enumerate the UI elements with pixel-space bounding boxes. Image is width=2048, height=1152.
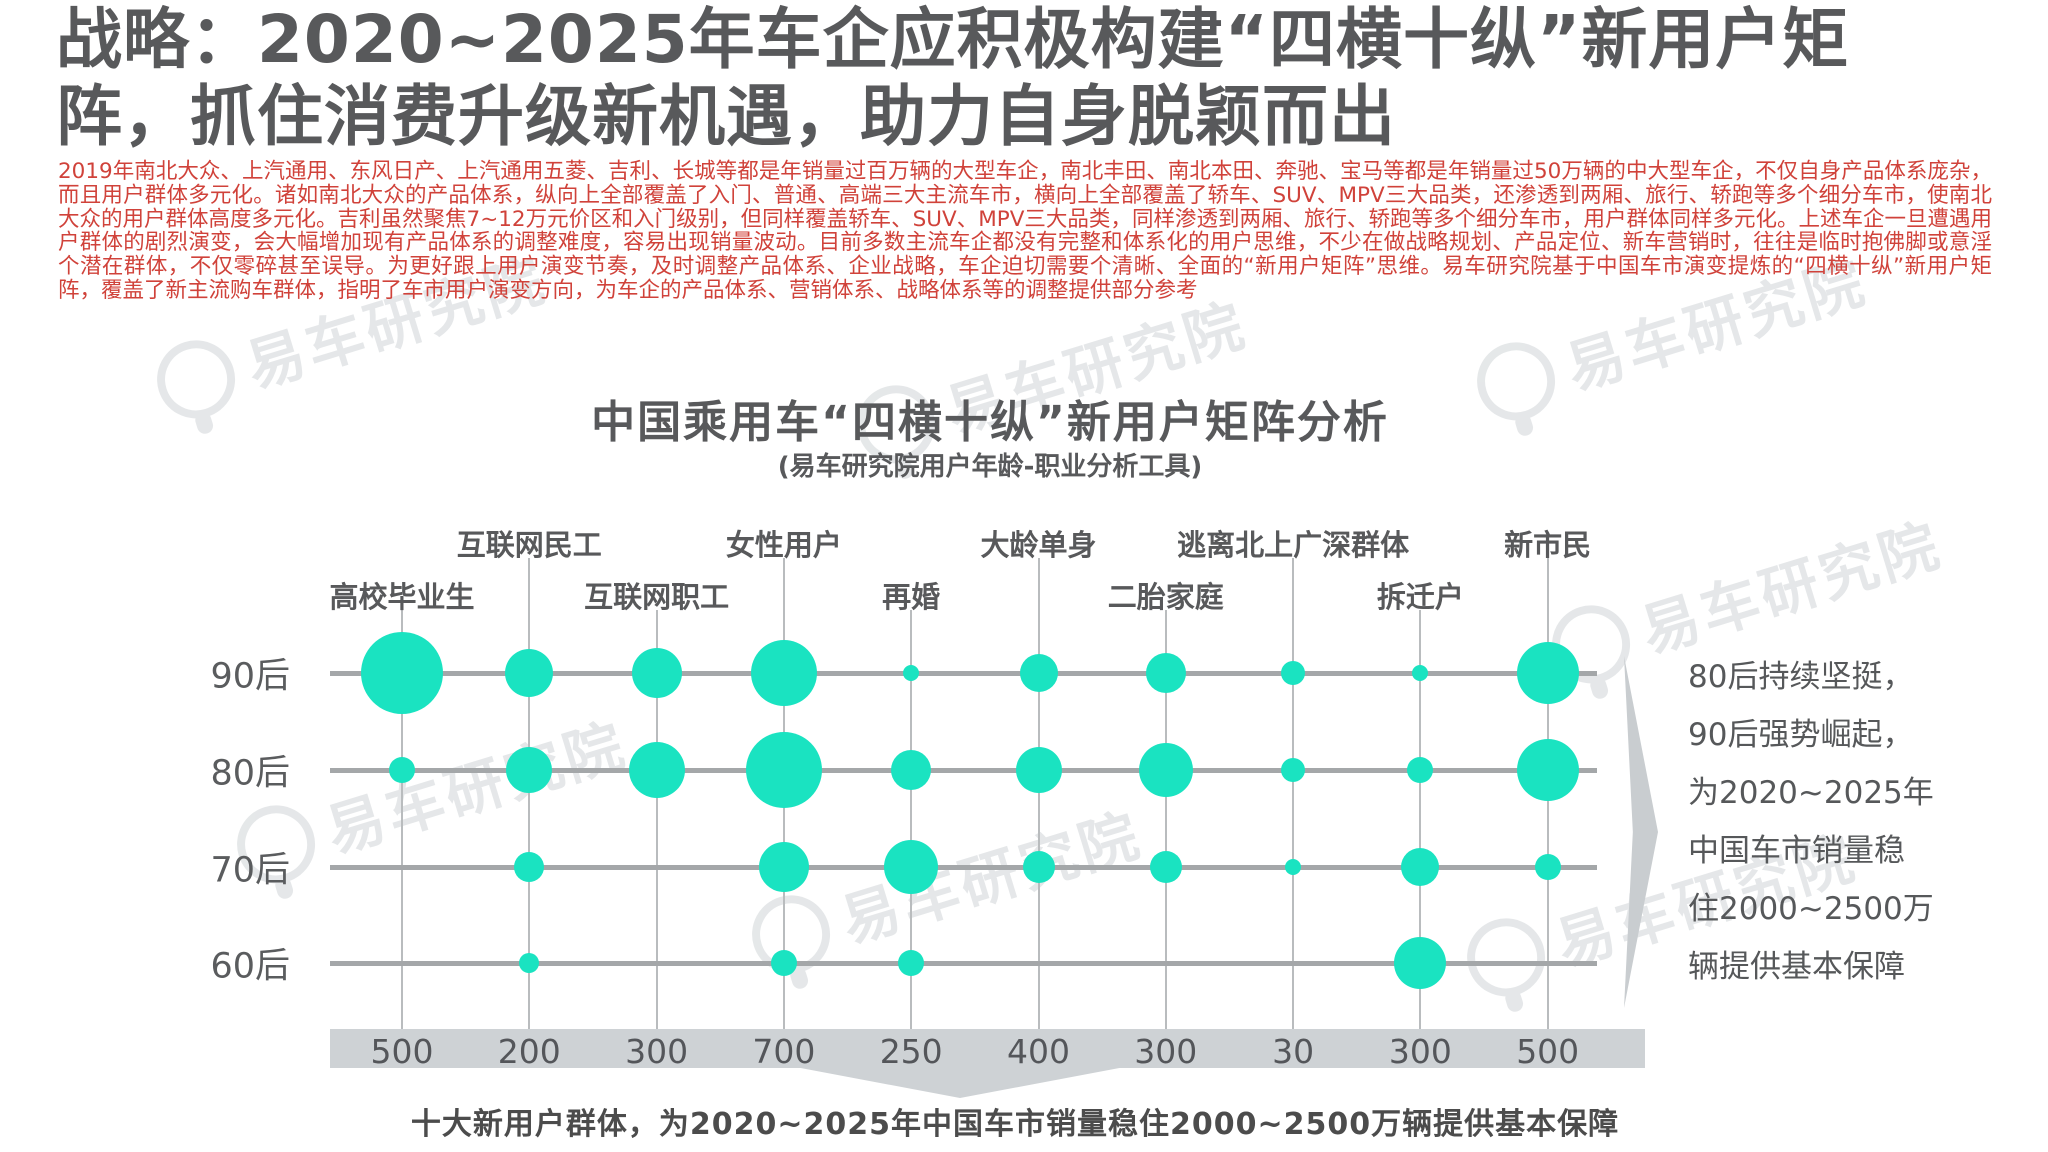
bubble (884, 840, 939, 894)
column-line (655, 610, 658, 1029)
bubble (1407, 757, 1434, 783)
row-label: 70后 (210, 850, 290, 891)
x-axis-value: 30 (1272, 1032, 1315, 1071)
row-line (330, 961, 1597, 966)
watermark-text: 易车研究院 (1633, 510, 1950, 667)
column-label: 互联网职工 (584, 580, 730, 614)
bubble (898, 950, 925, 976)
bubble (745, 732, 822, 808)
column-label: 女性用户 (725, 528, 842, 562)
x-axis-value: 300 (1134, 1032, 1198, 1071)
bubble (514, 852, 545, 882)
right-arrow-icon (1624, 656, 1658, 1008)
bubble (1285, 859, 1302, 875)
bubble (1281, 661, 1306, 685)
chart-subtitle: (易车研究院用户年龄-职业分析工具) (777, 452, 1203, 482)
bubble (1138, 743, 1193, 797)
intro-paragraph: 2019年南北大众、上汽通用、东风日产、上汽通用五菱、吉利、长城等都是年销量过百… (58, 159, 1992, 303)
bubble (891, 750, 932, 790)
column-line (1292, 558, 1295, 1029)
bubble (1015, 747, 1062, 793)
x-axis-band (330, 1029, 1645, 1068)
column-line (401, 610, 403, 1029)
bubble (506, 747, 553, 793)
bubble (1149, 851, 1182, 883)
bubble (1145, 653, 1186, 693)
row-line (330, 865, 1597, 870)
page-title-line2: 阵，抓住消费升级新机遇，助力自身脱颖而出 (56, 77, 1396, 155)
page-title: 战略：2020~2025年车企应积极构建“四横十纵”新用户矩 阵，抓住消费升级新… (56, 1, 2006, 155)
column-line (1419, 610, 1422, 1029)
bubble (628, 742, 685, 798)
bubble (1394, 937, 1447, 989)
annotation-line: 中国车市销量稳 (1688, 833, 1905, 869)
x-axis-value: 200 (497, 1032, 561, 1071)
x-axis-value: 700 (752, 1032, 816, 1071)
bubble (505, 649, 554, 697)
bubble (758, 842, 809, 892)
column-line (910, 610, 913, 1029)
row-line (330, 768, 1597, 773)
row-label: 60后 (210, 946, 290, 987)
annotation-line: 80后持续坚挺， (1688, 659, 1914, 695)
bubble (1516, 739, 1579, 801)
watermark-text: 易车研究院 (833, 800, 1150, 957)
row-line (330, 671, 1597, 676)
down-arrow-icon (790, 1066, 1130, 1098)
column-label: 高校毕业生 (329, 580, 475, 614)
bubble (903, 665, 920, 681)
bubble (631, 648, 682, 698)
column-label: 拆迁户 (1376, 580, 1464, 614)
column-label: 大龄单身 (980, 528, 1097, 562)
annotation-line: 为2020~2025年 (1688, 775, 1934, 811)
page-title-line1: 战略：2020~2025年车企应积极构建“四横十纵”新用户矩 (56, 1, 1850, 78)
bubble (361, 632, 443, 714)
x-axis-value: 300 (1388, 1032, 1452, 1071)
column-label: 二胎家庭 (1107, 580, 1224, 614)
row-label: 80后 (210, 753, 290, 794)
watermark: 易车研究院 (742, 788, 1151, 986)
bubble (389, 757, 415, 783)
x-axis-value: 500 (370, 1032, 434, 1071)
x-axis-value: 300 (625, 1032, 689, 1071)
x-axis-value: 250 (879, 1032, 943, 1071)
column-label: 逃离北上广深群体 (1177, 528, 1410, 562)
bubble (1534, 854, 1561, 880)
x-axis-value: 400 (1007, 1032, 1070, 1071)
bubble (1401, 848, 1440, 886)
annotation-line: 辆提供基本保障 (1688, 949, 1905, 985)
bottom-caption: 十大新用户群体，为2020~2025年中国车市销量稳住2000~2500万辆提供… (410, 1107, 1620, 1142)
row-label: 90后 (210, 656, 290, 697)
column-label: 再婚 (882, 580, 941, 614)
annotation-right: 80后持续坚挺， 90后强势崛起， 为2020~2025年 中国车市销量稳 住2… (1688, 648, 2018, 996)
column-line (1037, 558, 1040, 1029)
bubble (1022, 851, 1055, 883)
annotation-line: 住2000~2500万 (1688, 891, 1934, 927)
annotation-line: 90后强势崛起， (1688, 717, 1914, 753)
bubble (1412, 665, 1429, 681)
chart-title: 中国乘用车“四横十纵”新用户矩阵分析 (591, 397, 1389, 448)
column-line (1164, 610, 1167, 1029)
watermark-logo-icon (147, 330, 245, 429)
bubble (750, 640, 817, 706)
watermark-logo-icon (1457, 908, 1555, 1007)
bubble (1516, 642, 1579, 704)
column-label: 新市民 (1504, 528, 1592, 562)
column-line (528, 558, 531, 1029)
bubble (770, 950, 797, 976)
bubble (1281, 758, 1306, 782)
column-label: 互联网民工 (456, 528, 602, 562)
watermark-text: 易车研究院 (318, 710, 635, 867)
bubble (1019, 654, 1058, 692)
bubble (519, 953, 540, 973)
x-axis-value: 500 (1516, 1032, 1580, 1071)
